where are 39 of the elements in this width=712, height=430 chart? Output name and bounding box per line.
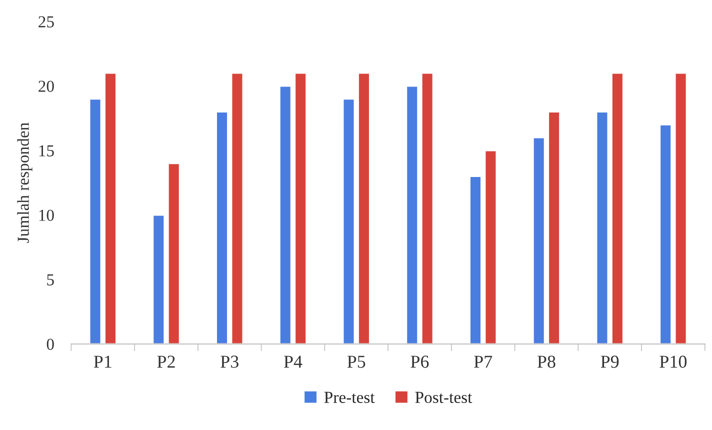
bar	[294, 72, 307, 344]
bar	[532, 136, 546, 344]
x-tick-label: P2	[157, 356, 175, 368]
bar	[167, 162, 180, 344]
bar	[420, 72, 434, 344]
bar	[88, 98, 102, 344]
legend-label: Post-test	[415, 392, 472, 404]
bar	[406, 85, 419, 344]
y-tick-label: 10	[39, 210, 54, 221]
bar	[469, 176, 482, 344]
bar	[611, 72, 624, 344]
x-tick-label: P3	[220, 356, 238, 368]
bar	[548, 111, 560, 344]
bar	[484, 150, 498, 344]
bar	[278, 85, 292, 344]
x-tick-label: P5	[347, 356, 366, 368]
bar	[358, 72, 370, 344]
bar	[216, 111, 228, 344]
y-axis-title: Jumlah responden	[17, 122, 32, 243]
y-tick-label: 0	[46, 338, 54, 350]
x-tick-label: P4	[284, 356, 302, 368]
y-tick-label: 25	[38, 16, 54, 28]
bar	[230, 72, 244, 344]
x-tick-label: P9	[600, 356, 619, 368]
x-tick-label: P10	[660, 356, 687, 368]
legend-label: Pre-test	[324, 392, 375, 404]
bar	[104, 72, 117, 344]
x-tick-label: P7	[474, 356, 492, 368]
y-tick-label: 15	[39, 145, 54, 156]
y-tick-label: 5	[47, 274, 54, 286]
bar	[342, 98, 356, 344]
x-tick-label: P6	[410, 356, 429, 368]
x-tick-label: P1	[94, 356, 112, 368]
bar	[659, 124, 672, 344]
bar	[674, 72, 688, 344]
bar	[152, 214, 166, 344]
x-tick-label: P8	[537, 356, 556, 368]
bar	[596, 111, 609, 344]
y-tick-label: 20	[38, 80, 54, 92]
